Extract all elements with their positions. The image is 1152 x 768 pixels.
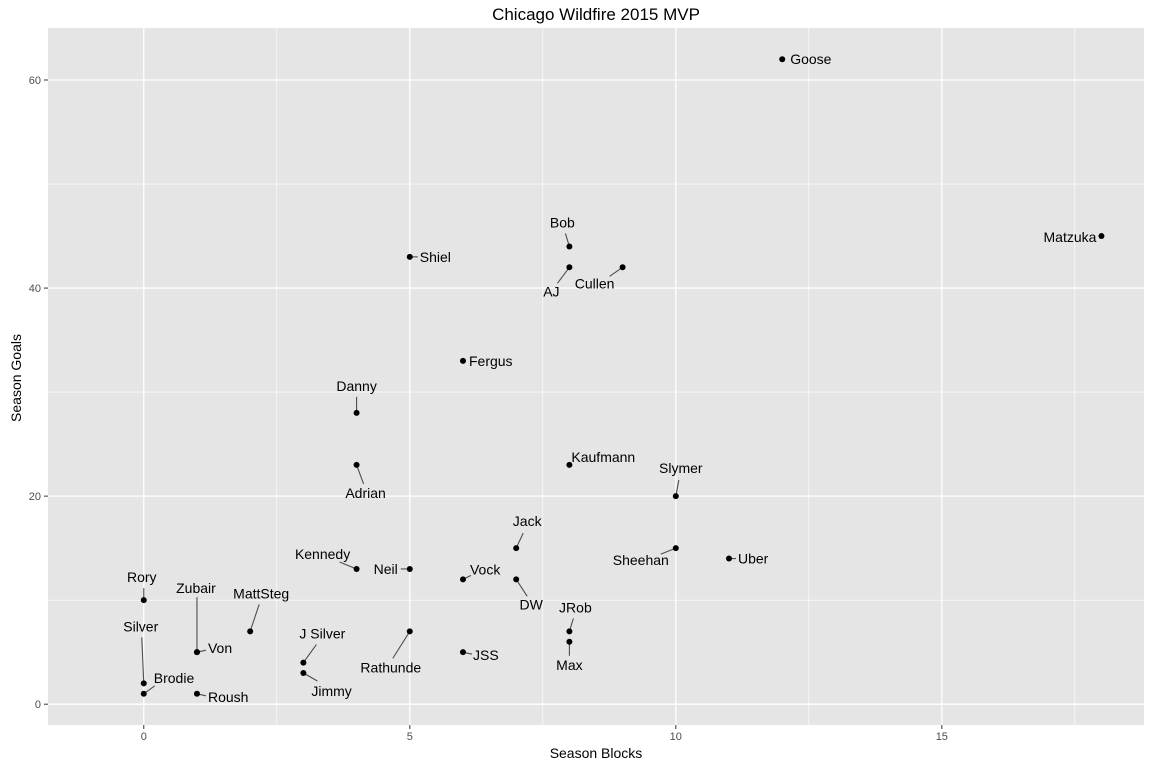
y-tick-label: 20: [29, 491, 41, 503]
data-point: [513, 576, 520, 583]
data-point: [726, 555, 733, 562]
data-point: [1098, 233, 1105, 240]
point-label: Brodie: [154, 670, 195, 686]
point-label: Kennedy: [295, 546, 350, 562]
data-point: [247, 628, 254, 635]
leader-line: [249, 604, 260, 632]
data-point: [566, 264, 573, 271]
plot-panel: [48, 28, 1144, 725]
point-label: Goose: [790, 51, 831, 67]
point-labels: Goose Matzuka Bob Shiel AJ Cullen Fergus Danny A…: [123, 51, 1096, 705]
point-label: Shiel: [420, 249, 451, 265]
point-label: Uber: [738, 551, 769, 567]
y-tick-label: 0: [35, 699, 41, 711]
data-point: [193, 690, 200, 697]
point-label: Zubair: [176, 580, 216, 596]
leader-line: [356, 464, 365, 485]
x-tick-label: 5: [407, 731, 413, 743]
minor-gridlines: [48, 28, 1144, 725]
data-point: [353, 565, 360, 572]
y-tick-label: 40: [29, 283, 41, 295]
point-label: Neil: [374, 561, 398, 577]
data-point: [140, 690, 147, 697]
point-label: Slymer: [659, 460, 703, 476]
data-point: [406, 253, 413, 260]
point-label: Silver: [123, 618, 158, 634]
point-label: Bob: [550, 214, 575, 230]
data-point: [193, 649, 200, 656]
point-label: Danny: [336, 378, 376, 394]
data-point: [459, 576, 466, 583]
x-tick-label: 15: [936, 731, 948, 743]
data-point: [140, 680, 147, 687]
point-label: J Silver: [299, 626, 345, 642]
x-tick-label: 0: [141, 731, 147, 743]
data-point: [300, 669, 307, 676]
point-label: JSS: [473, 647, 499, 663]
point-label: Sheehan: [613, 552, 669, 568]
data-points: [140, 56, 1105, 697]
chart-title: Chicago Wildfire 2015 MVP: [492, 5, 700, 24]
point-label: Vock: [470, 561, 501, 577]
point-label: Adrian: [345, 485, 385, 501]
point-label: DW: [520, 596, 544, 612]
x-tick-label: 10: [670, 731, 682, 743]
data-point: [619, 264, 626, 271]
point-label: MattSteg: [233, 585, 289, 601]
data-point: [779, 56, 786, 63]
point-label: Rory: [127, 569, 157, 585]
leader-line: [141, 637, 145, 684]
data-point: [566, 628, 573, 635]
leader-line: [515, 579, 528, 597]
data-point: [566, 461, 573, 468]
point-label: Max: [556, 657, 582, 673]
leader-line: [302, 644, 317, 663]
y-axis-title: Season Goals: [8, 334, 24, 422]
major-gridlines: [48, 28, 1144, 725]
data-point: [406, 628, 413, 635]
data-point: [140, 597, 147, 604]
point-label: Rathunde: [360, 659, 421, 675]
data-point: [300, 659, 307, 666]
data-point: [459, 357, 466, 364]
data-point: [566, 243, 573, 250]
point-label: Roush: [208, 689, 248, 705]
data-point: [672, 545, 679, 552]
data-point: [672, 493, 679, 500]
y-axis-ticks: 0 20 40 60: [29, 75, 48, 711]
data-point: [353, 409, 360, 416]
point-label: Cullen: [575, 275, 615, 291]
point-label: Jack: [513, 513, 543, 529]
x-axis-ticks: 0 5 10 15: [141, 725, 948, 743]
data-point: [353, 461, 360, 468]
data-point: [459, 649, 466, 656]
point-label: Von: [208, 640, 232, 656]
point-label: Matzuka: [1044, 229, 1097, 245]
point-label: JRob: [559, 599, 592, 615]
point-label: AJ: [543, 283, 559, 299]
leader-line: [339, 561, 357, 570]
point-label: Jimmy: [311, 683, 351, 699]
data-point: [566, 638, 573, 645]
data-point: [406, 565, 413, 572]
leader-line: [392, 631, 411, 659]
data-point: [513, 545, 520, 552]
y-tick-label: 60: [29, 75, 41, 87]
leader-line: [556, 266, 570, 284]
point-label: Fergus: [469, 353, 513, 369]
x-axis-title: Season Blocks: [550, 745, 643, 761]
point-label: Kaufmann: [571, 449, 635, 465]
